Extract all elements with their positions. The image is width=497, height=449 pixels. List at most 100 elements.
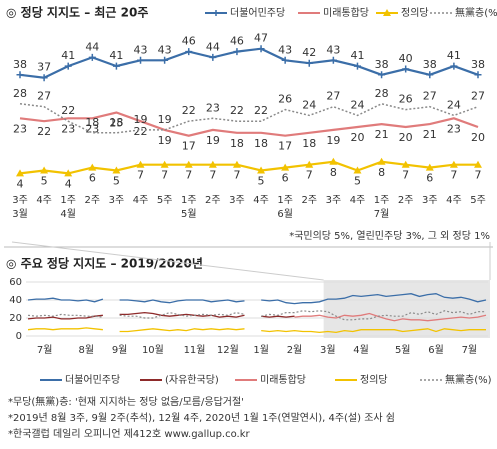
data-label: 18 <box>254 137 268 150</box>
point-marker <box>305 160 314 168</box>
x-tick-label: 8월 <box>79 344 95 356</box>
data-label: 41 <box>109 49 123 62</box>
data-label: 38 <box>471 58 485 71</box>
x-tick-label: 7월 <box>462 344 478 356</box>
data-label: 19 <box>206 134 220 147</box>
point-marker <box>64 62 72 70</box>
chart-title: ◎ 정당 지지도 – 최근 20주 <box>6 5 148 20</box>
data-label: 7 <box>475 169 482 182</box>
point-marker <box>426 71 434 79</box>
y-tick-label: 40 <box>9 295 22 306</box>
x-tick-label: 1주 <box>181 195 197 206</box>
data-label: 22 <box>230 104 244 117</box>
x-tick-label: 4주 <box>253 195 269 206</box>
series-line <box>294 312 487 322</box>
footnote: *2019년 8월 3주, 9월 2주(추석), 12월 4주, 2020년 1… <box>8 412 395 424</box>
data-label: 17 <box>278 140 292 153</box>
data-label: 8 <box>378 166 385 179</box>
series-line <box>27 310 486 321</box>
data-label: 21 <box>423 128 437 141</box>
data-label: 7 <box>306 169 313 182</box>
point-marker <box>450 62 458 70</box>
data-label: 28 <box>13 87 27 100</box>
connector <box>11 241 324 281</box>
data-label: 5 <box>258 175 265 188</box>
point-marker <box>449 160 458 168</box>
data-label: 41 <box>447 49 461 62</box>
series-line <box>19 160 478 175</box>
data-label: 46 <box>182 35 196 48</box>
data-label: 7 <box>450 169 457 182</box>
x-tick-label: 9월 <box>112 344 128 356</box>
legend-label: 더불어민주당 <box>230 7 285 19</box>
x-tick-label: 3주 <box>12 195 28 206</box>
point-marker <box>474 160 482 168</box>
data-label: 7 <box>161 169 168 182</box>
data-label: 41 <box>350 49 364 62</box>
data-label: 22 <box>37 125 51 138</box>
y-tick-label: 0 <box>16 331 22 342</box>
series-line <box>19 103 479 134</box>
series-line <box>19 47 479 79</box>
chart-title: ◎ 주요 정당 지지도 – 2019/2020년 <box>6 256 203 271</box>
point-marker <box>257 45 265 53</box>
point-marker <box>16 71 24 79</box>
legend-label: 정의당 <box>360 374 388 386</box>
x-tick-label: 4주 <box>133 195 149 206</box>
x-tick-label: 3월 <box>320 344 336 356</box>
data-label: 24 <box>447 98 461 111</box>
point-marker <box>40 166 49 174</box>
data-label: 24 <box>350 98 364 111</box>
data-label: 20 <box>471 131 485 144</box>
legend-label: 無黨층(%) <box>455 6 497 19</box>
data-label: 43 <box>158 43 172 56</box>
data-label: 23 <box>447 122 461 135</box>
point-marker <box>64 169 73 177</box>
data-label: 5 <box>113 175 120 188</box>
data-label: 17 <box>182 140 196 153</box>
series-line <box>27 293 487 305</box>
x-tick-label: 2월 <box>287 344 303 356</box>
point-marker <box>208 160 217 168</box>
x-tick-label: 3주 <box>326 195 342 206</box>
data-label: 19 <box>326 134 340 147</box>
x-tick-label: 4주 <box>350 195 366 206</box>
x-tick-label: 2주 <box>301 195 317 206</box>
data-label: 43 <box>326 43 340 56</box>
point-marker <box>137 56 145 64</box>
data-label: 22 <box>134 125 148 138</box>
series-line <box>27 311 295 320</box>
x-month-label: 7월 <box>374 208 390 220</box>
point-marker <box>377 157 386 165</box>
data-label: 6 <box>282 172 289 185</box>
data-label: 42 <box>302 46 316 59</box>
point-marker <box>232 160 241 168</box>
legend-label: 無黨층(%) <box>445 373 492 386</box>
point-marker <box>185 48 193 56</box>
point-marker <box>402 65 410 73</box>
data-label: 44 <box>206 40 220 53</box>
point-marker <box>112 62 120 70</box>
point-marker <box>378 71 386 79</box>
point-marker <box>305 59 313 67</box>
point-marker <box>40 74 48 82</box>
highlight-band <box>323 280 490 338</box>
data-label: 5 <box>41 175 48 188</box>
x-tick-label: 6월 <box>428 344 444 356</box>
data-label: 18 <box>302 137 316 150</box>
x-tick-label: 4주 <box>36 195 52 206</box>
x-tick-label: 7월 <box>37 344 53 356</box>
point-marker <box>353 62 361 70</box>
data-label: 27 <box>326 90 340 103</box>
point-marker <box>161 56 169 64</box>
series-line <box>27 327 486 334</box>
data-label: 28 <box>375 87 389 100</box>
data-label: 46 <box>230 35 244 48</box>
point-marker <box>425 163 434 171</box>
legend-marker <box>213 10 219 16</box>
x-tick-label: 3주 <box>422 195 438 206</box>
data-label: 21 <box>375 128 389 141</box>
point-marker <box>353 166 362 174</box>
x-tick-label: 5월 <box>395 344 411 356</box>
